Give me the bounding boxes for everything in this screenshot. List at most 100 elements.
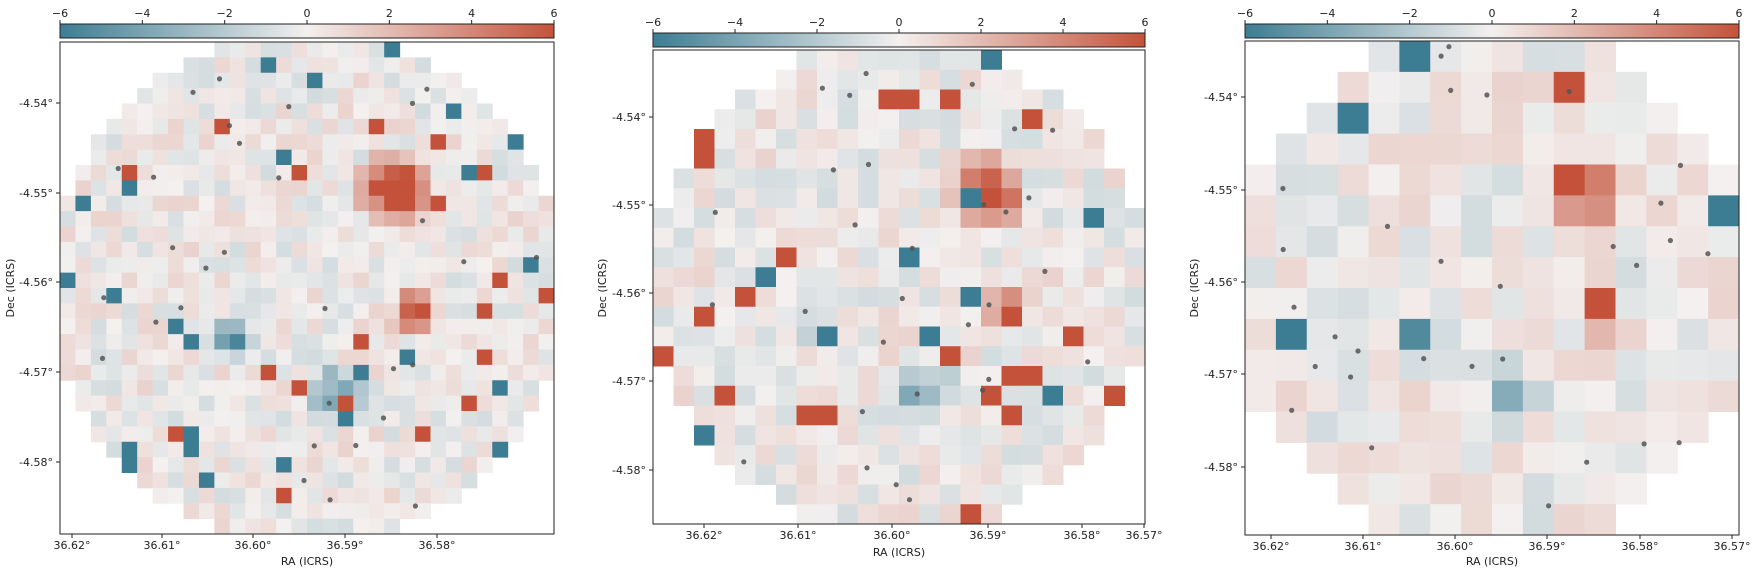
heatmap-cell xyxy=(858,366,879,387)
source-point xyxy=(1421,356,1427,362)
heatmap-cell xyxy=(291,195,308,212)
heatmap-cell xyxy=(90,364,107,381)
colorbar-tick-label: −4 xyxy=(1319,7,1335,20)
heatmap-cell xyxy=(735,464,756,485)
heatmap-cell xyxy=(1615,195,1647,227)
heatmap-cell xyxy=(245,380,262,397)
y-ticks: -4.54°-4.55°-4.56°-4.57°-4.58° xyxy=(19,97,60,469)
source-point xyxy=(865,161,872,168)
heatmap-cell xyxy=(1042,129,1064,150)
heatmap-cell xyxy=(1001,227,1023,248)
heatmap-cell xyxy=(1553,133,1586,166)
heatmap-cell xyxy=(1042,346,1064,367)
heatmap-cell xyxy=(735,326,756,347)
heatmap-cell xyxy=(1646,226,1678,258)
heatmap-cell xyxy=(368,211,385,228)
heatmap-cell xyxy=(1245,226,1277,258)
heatmap-cell xyxy=(121,457,138,474)
heatmap-cell xyxy=(368,349,385,366)
heatmap-cell xyxy=(714,208,736,229)
heatmap-cell xyxy=(523,349,540,366)
heatmap-cell xyxy=(694,425,715,446)
heatmap-cell xyxy=(1430,71,1462,104)
heatmap-cell xyxy=(353,503,370,520)
heatmap-cell xyxy=(399,457,416,474)
heatmap-cell xyxy=(1646,411,1678,443)
heatmap-cell xyxy=(714,109,736,130)
heatmap-cell xyxy=(776,346,797,367)
heatmap-cell xyxy=(307,441,323,458)
heatmap-cell xyxy=(476,272,493,289)
heatmap-cell xyxy=(1399,380,1431,413)
heatmap-cell xyxy=(152,487,169,504)
heatmap-cell xyxy=(507,411,524,427)
heatmap-cell xyxy=(291,395,308,412)
source-point xyxy=(1546,503,1552,509)
heatmap-cell xyxy=(307,303,323,320)
heatmap-cell xyxy=(1492,349,1524,382)
heatmap-cell xyxy=(1522,164,1555,196)
heatmap-cell xyxy=(152,272,169,289)
heatmap-cell xyxy=(817,425,838,446)
heatmap-cell xyxy=(260,103,277,120)
heatmap-cell xyxy=(183,411,200,427)
heatmap-cell xyxy=(1275,226,1308,258)
heatmap-cell xyxy=(214,134,231,151)
heatmap-cell xyxy=(673,188,695,209)
heatmap-cell xyxy=(694,385,715,406)
heatmap-cell xyxy=(291,57,308,74)
heatmap-cell xyxy=(755,425,777,446)
heatmap-cell xyxy=(415,88,431,105)
source-point xyxy=(1369,445,1375,451)
heatmap-cell xyxy=(75,226,92,243)
heatmap-cell xyxy=(1553,504,1586,536)
heatmap-cell xyxy=(384,411,401,427)
heatmap-cell xyxy=(137,88,154,105)
heatmap-cell xyxy=(322,441,339,458)
heatmap-cell xyxy=(384,441,401,458)
heatmap-cell xyxy=(776,227,797,248)
heatmap-cell xyxy=(245,118,262,135)
heatmap-cell xyxy=(183,211,200,228)
heatmap-cell xyxy=(694,208,715,229)
source-point xyxy=(409,100,416,106)
heatmap-cell xyxy=(1368,226,1400,258)
heatmap-cell xyxy=(461,180,478,197)
heatmap-cell xyxy=(1083,425,1105,446)
heatmap-cell xyxy=(183,288,200,304)
heatmap-cell xyxy=(384,518,401,535)
heatmap-cell xyxy=(1646,349,1678,382)
colorbar-tick-label: 2 xyxy=(978,16,985,29)
heatmap-cell xyxy=(384,72,401,89)
heatmap-cell xyxy=(1399,71,1431,104)
colorbar-tick-label: −2 xyxy=(809,16,825,29)
heatmap-cell xyxy=(817,208,838,229)
heatmap-cell xyxy=(430,288,447,304)
heatmap-cell xyxy=(90,226,107,243)
heatmap-cell xyxy=(276,257,293,274)
heatmap-cell xyxy=(245,318,262,335)
heatmap-cell xyxy=(1275,164,1308,196)
heatmap-cell xyxy=(307,380,323,397)
heatmap-cell xyxy=(653,247,674,268)
x-tick-label: 36.60° xyxy=(1437,540,1474,553)
heatmap-cell xyxy=(198,395,215,412)
heatmap-cell xyxy=(276,195,293,212)
heatmap-cell xyxy=(476,103,493,120)
heatmap-cell xyxy=(322,518,339,535)
heatmap-cell xyxy=(1083,168,1105,189)
heatmap-cell xyxy=(399,103,416,120)
heatmap-cell xyxy=(121,149,138,166)
heatmap-cell xyxy=(260,303,277,320)
heatmap-cell xyxy=(384,180,401,197)
heatmap-cell xyxy=(919,425,941,446)
heatmap-cell xyxy=(276,411,293,427)
heatmap-cell xyxy=(1104,326,1125,347)
heatmap-cell xyxy=(492,303,509,320)
heatmap-cell xyxy=(430,334,447,351)
source-point xyxy=(410,362,416,368)
heatmap-cell xyxy=(368,272,385,289)
heatmap-cell xyxy=(198,134,215,151)
heatmap-cell xyxy=(1584,442,1617,474)
heatmap-cell xyxy=(796,445,818,466)
